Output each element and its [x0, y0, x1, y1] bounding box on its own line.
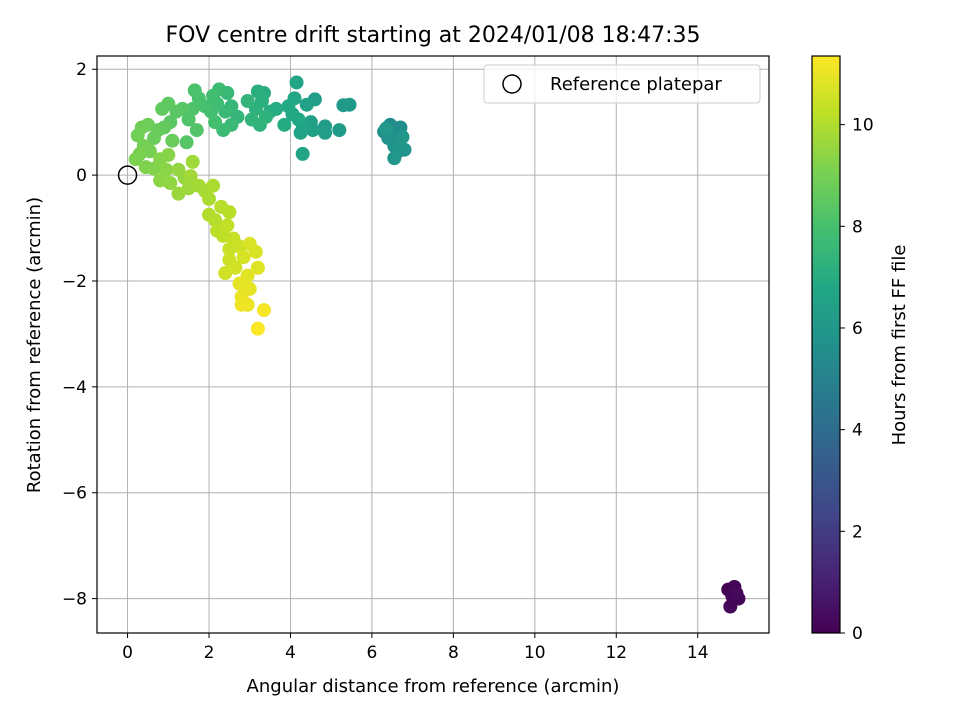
data-point	[179, 135, 194, 150]
data-point	[228, 260, 243, 275]
data-point	[332, 123, 347, 138]
y-tick-label: 2	[76, 60, 87, 80]
colorbar-gradient	[811, 55, 841, 634]
data-point	[248, 244, 263, 259]
data-point	[336, 98, 351, 113]
colorbar-label: Hours from first FF file	[889, 245, 910, 446]
data-point	[379, 121, 394, 136]
data-point	[163, 176, 178, 191]
colorbar-tick-label: 0	[852, 624, 863, 644]
data-point	[318, 125, 333, 140]
y-tick-label: −8	[62, 590, 87, 610]
data-point	[729, 586, 744, 601]
x-tick-label: 12	[605, 643, 627, 663]
colorbar: 0 2 4 6 8 10 Hours from first FF file	[811, 55, 910, 644]
data-point	[277, 117, 292, 132]
data-point	[281, 99, 296, 114]
reference-platepar-marker	[117, 165, 138, 185]
data-point	[155, 101, 170, 116]
data-point	[295, 146, 310, 161]
x-axis-ticks: 0 2 4 6 8 10 12 14	[122, 633, 709, 663]
data-point	[206, 178, 221, 193]
data-point	[165, 133, 180, 148]
legend-box	[483, 64, 761, 104]
x-tick-label: 10	[524, 643, 546, 663]
plot-frame	[96, 55, 770, 634]
colorbar-ticks: 0 2 4 6 8 10	[840, 116, 874, 644]
data-point	[161, 147, 176, 162]
legend: Reference platepar	[483, 64, 761, 104]
data-point	[147, 131, 162, 146]
colorbar-tick-label: 10	[852, 116, 874, 136]
data-point	[234, 297, 249, 312]
data-point	[185, 154, 200, 169]
data-point	[189, 123, 204, 138]
y-tick-label: −4	[62, 378, 87, 398]
data-point	[220, 218, 235, 233]
data-points	[128, 75, 746, 614]
data-point	[395, 129, 410, 144]
x-tick-label: 14	[687, 643, 709, 663]
x-tick-label: 2	[204, 643, 215, 663]
data-point	[293, 125, 308, 140]
data-point	[128, 152, 143, 167]
data-point	[208, 213, 223, 228]
chart-title: FOV centre drift starting at 2024/01/08 …	[166, 23, 701, 48]
data-point	[202, 191, 216, 206]
data-point	[185, 101, 200, 116]
data-point	[256, 303, 271, 318]
data-point	[299, 97, 314, 112]
data-point	[181, 112, 196, 127]
colorbar-tick-label: 2	[852, 522, 863, 542]
y-axis-label: Rotation from reference (arcmin)	[24, 197, 45, 493]
x-axis-label: Angular distance from reference (arcmin)	[247, 676, 620, 697]
data-point	[187, 83, 202, 98]
data-point	[244, 112, 259, 127]
legend-entry-reference-platepar: Reference platepar	[550, 74, 722, 95]
data-point	[250, 260, 265, 275]
x-tick-label: 0	[122, 643, 133, 663]
data-point	[387, 151, 402, 166]
data-point	[289, 75, 304, 90]
x-tick-label: 6	[366, 643, 377, 663]
colorbar-tick-label: 6	[852, 319, 863, 339]
data-point	[183, 169, 198, 184]
y-tick-label: 0	[76, 166, 87, 186]
x-tick-label: 4	[285, 643, 296, 663]
colorbar-tick-label: 8	[852, 217, 863, 237]
grid-lines	[97, 56, 769, 633]
data-point	[130, 128, 145, 143]
y-tick-label: −6	[62, 484, 87, 504]
data-point	[723, 599, 738, 614]
data-point	[250, 321, 265, 336]
data-point	[240, 93, 255, 108]
data-point	[291, 112, 306, 127]
data-point	[159, 162, 174, 177]
data-point	[208, 115, 223, 130]
data-point	[206, 88, 221, 103]
y-axis-ticks: −8 −6 −4 −2 0 2	[62, 60, 97, 610]
y-tick-label: −2	[62, 272, 87, 292]
x-tick-label: 8	[448, 643, 459, 663]
data-point	[222, 205, 237, 220]
legend-open-circle-icon	[502, 74, 522, 94]
data-point	[236, 250, 251, 265]
colorbar-tick-label: 4	[852, 421, 863, 441]
